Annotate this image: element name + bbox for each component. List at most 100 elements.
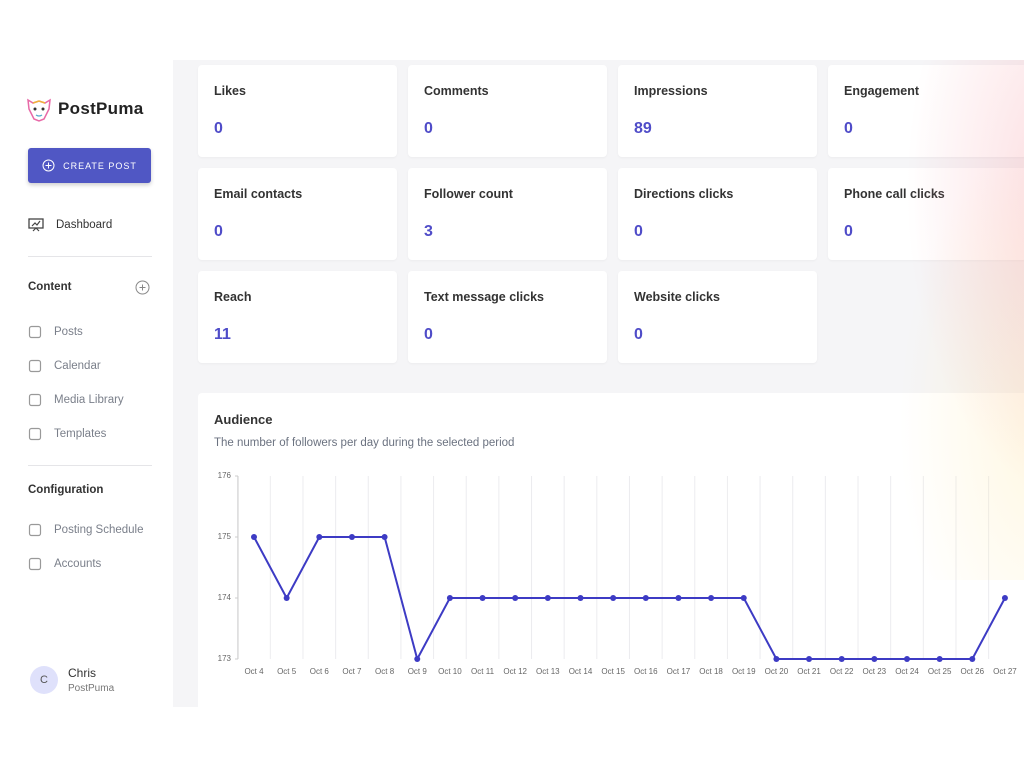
add-content-button[interactable] — [135, 280, 150, 295]
x-tick-label: Oct 22 — [830, 667, 854, 676]
stat-label: Comments — [424, 84, 489, 98]
x-tick-label: Oct 21 — [797, 667, 821, 676]
create-post-label: CREATE POST — [63, 160, 137, 171]
stat-card: Engagement 0 — [828, 65, 1024, 157]
brand-name: PostPuma — [58, 99, 144, 118]
avatar: C — [30, 666, 58, 694]
x-tick-label: Oct 14 — [569, 667, 593, 676]
data-point — [838, 656, 845, 662]
section-title: Configuration — [28, 484, 104, 496]
stat-card: Likes 0 — [198, 65, 397, 157]
data-point — [1001, 595, 1008, 601]
stat-card: Email contacts 0 — [198, 168, 397, 260]
stat-label: Engagement — [844, 84, 920, 98]
x-tick-label: Oct 7 — [342, 667, 362, 676]
user-profile[interactable]: C Chris PostPuma — [30, 666, 114, 694]
y-tick-label: 173 — [218, 654, 232, 663]
user-info: Chris PostPuma — [68, 666, 114, 694]
nav-dashboard[interactable]: Dashboard — [28, 218, 112, 232]
sidebar: PostPuma CREATE POST Dashboard Content C… — [20, 76, 172, 707]
stat-value: 0 — [424, 326, 433, 343]
nav-label: Templates — [54, 428, 107, 440]
chart-title: Audience — [214, 412, 273, 427]
nav-label: Calendar — [54, 360, 101, 372]
data-point — [414, 656, 421, 662]
x-tick-label: Oct 24 — [895, 667, 919, 676]
stat-label: Website clicks — [634, 290, 720, 304]
x-tick-label: Oct 20 — [765, 667, 789, 676]
stat-label: Phone call clicks — [844, 187, 945, 201]
nav-item[interactable]: Calendar — [28, 359, 101, 373]
chart-subtitle: The number of followers per day during t… — [214, 437, 515, 449]
audience-line — [253, 536, 1006, 662]
main-content: Audience The number of followers per day… — [173, 60, 1024, 707]
stat-value: 3 — [424, 223, 433, 240]
x-tick-label: Oct 6 — [310, 667, 330, 676]
data-point — [348, 534, 355, 540]
nav-item[interactable]: Posts — [28, 325, 83, 339]
stat-card: Text message clicks 0 — [408, 271, 607, 363]
stat-value: 11 — [214, 326, 231, 343]
x-tick-label: Oct 12 — [503, 667, 527, 676]
nav-icon — [28, 325, 42, 339]
nav-item[interactable]: Posting Schedule — [28, 523, 144, 537]
stat-card: Follower count 3 — [408, 168, 607, 260]
data-point — [577, 595, 584, 601]
chart: 173 174 175 176 Oct 4 Oct 5 Oct 6 Oct 7 Oct 8 Oct… — [218, 471, 1018, 676]
stat-card: Directions clicks 0 — [618, 168, 817, 260]
nav-icon — [28, 523, 42, 537]
data-point — [446, 595, 453, 601]
x-tick-label: Oct 8 — [375, 667, 395, 676]
logo — [27, 98, 51, 122]
x-tick-label: Oct 9 — [408, 667, 428, 676]
y-tick-label: 174 — [218, 593, 232, 602]
x-tick-label: Oct 26 — [961, 667, 985, 676]
nav-item[interactable]: Accounts — [28, 557, 101, 571]
data-point — [642, 595, 649, 601]
divider — [28, 465, 152, 466]
data-point — [936, 656, 943, 662]
nav-item[interactable]: Templates — [28, 427, 106, 441]
dashboard-icon — [28, 218, 44, 232]
data-point — [610, 595, 617, 601]
x-tick-label: Oct 15 — [601, 667, 625, 676]
nav-label: Media Library — [54, 394, 124, 406]
y-tick-label: 176 — [218, 471, 232, 480]
nav-label: Posts — [54, 326, 83, 338]
data-point — [381, 534, 388, 540]
stat-value: 0 — [844, 120, 853, 137]
divider — [28, 256, 152, 257]
stat-label: Reach — [214, 290, 252, 304]
create-post-button[interactable]: CREATE POST — [28, 148, 151, 183]
x-tick-label: Oct 10 — [438, 667, 462, 676]
data-point — [479, 595, 486, 601]
stat-card: Impressions 89 — [618, 65, 817, 157]
data-point — [675, 595, 682, 601]
x-tick-label: Oct 4 — [244, 667, 264, 676]
stat-value: 0 — [844, 223, 853, 240]
data-point — [283, 595, 290, 601]
audience-card: Audience The number of followers per day… — [198, 393, 1024, 707]
stat-label: Follower count — [424, 187, 513, 201]
nav-label: Posting Schedule — [54, 524, 144, 536]
stat-value: 0 — [634, 223, 643, 240]
stat-card: Phone call clicks 0 — [828, 168, 1024, 260]
data-point — [316, 534, 323, 540]
x-tick-label: Oct 25 — [928, 667, 952, 676]
data-point — [871, 656, 878, 662]
stat-label: Email contacts — [214, 187, 303, 201]
brand[interactable]: PostPuma — [24, 94, 144, 124]
stat-value: 0 — [214, 120, 223, 137]
data-point — [251, 534, 257, 540]
data-point — [969, 656, 976, 662]
x-tick-label: Oct 11 — [471, 667, 495, 676]
stat-value: 89 — [634, 120, 652, 137]
nav-item[interactable]: Media Library — [28, 393, 124, 407]
stat-card: Reach 11 — [198, 271, 397, 363]
y-tick-label: 175 — [218, 532, 232, 541]
x-tick-label: Oct 5 — [277, 667, 297, 676]
x-tick-label: Oct 13 — [536, 667, 560, 676]
data-point — [806, 656, 813, 662]
